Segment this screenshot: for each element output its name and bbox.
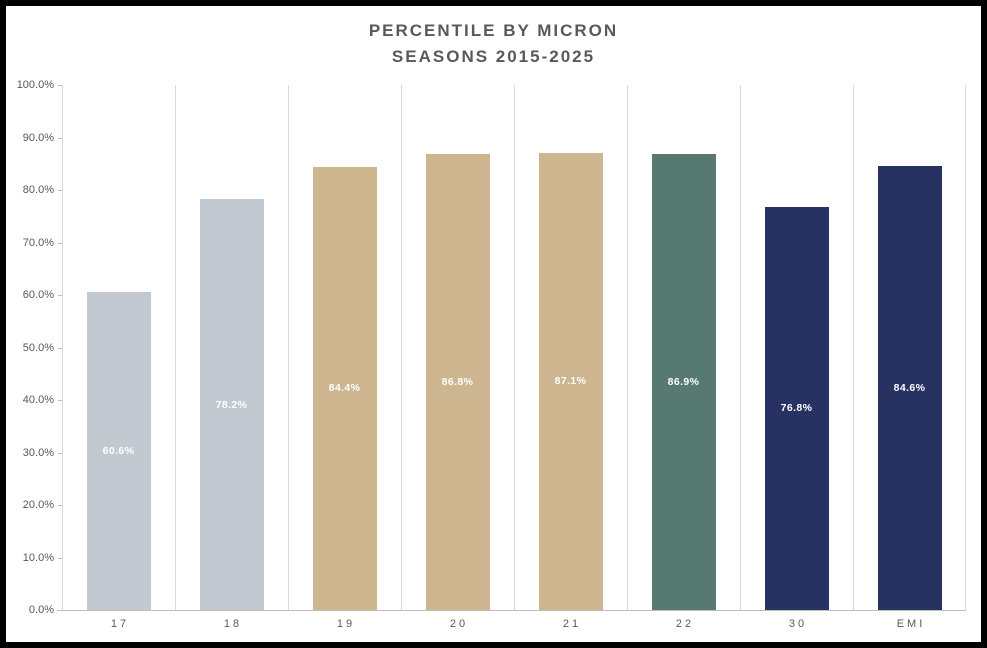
y-axis-tick-mark	[58, 610, 62, 611]
vertical-gridline	[514, 85, 515, 610]
bar-data-label: 87.1%	[554, 375, 587, 388]
y-axis-tick-label: 0.0%	[28, 604, 54, 616]
chart-title-line1: PERCENTILE BY MICRON	[368, 21, 619, 40]
vertical-gridline	[62, 85, 63, 610]
y-axis-tick-mark	[58, 347, 62, 349]
bar-data-label: 86.8%	[441, 376, 474, 389]
bar-data-label: 76.8%	[780, 402, 813, 415]
y-axis-tick-label: 80.0%	[22, 184, 54, 196]
x-axis-label-18: 18	[223, 618, 243, 630]
x-axis-line	[57, 610, 966, 611]
y-axis-tick-mark	[58, 190, 62, 191]
y-axis-tick-label: 70.0%	[22, 236, 54, 249]
vertical-gridline	[627, 85, 628, 610]
bar-data-label: 60.6%	[102, 444, 135, 457]
x-axis-label-emi: EMI	[896, 618, 926, 630]
y-axis-tick-label: 100.0%	[16, 79, 54, 91]
x-axis-label-21: 21	[562, 618, 582, 630]
bar-17[interactable]: 60.6%	[86, 291, 151, 610]
y-axis-tick-mark	[58, 400, 62, 401]
y-axis-tick-label: 30.0%	[22, 446, 54, 459]
x-axis-label-17: 17	[110, 618, 130, 630]
y-axis-tick-label: 40.0%	[22, 394, 54, 406]
y-axis-tick-mark	[58, 452, 62, 454]
bar-30[interactable]: 76.8%	[764, 206, 829, 610]
bar-19[interactable]: 84.4%	[312, 166, 377, 610]
vertical-gridline	[965, 85, 966, 610]
bar-data-label: 78.2%	[215, 398, 248, 411]
plot-area: 0.0% 10.0% 20.0% 30.0% 40.0% 50.0% 60.0% 70.0% 8…	[17, 79, 966, 630]
x-axis-label-22: 22	[675, 618, 695, 630]
bar-21[interactable]: 87.1%	[538, 152, 603, 610]
vertical-gridline	[288, 85, 289, 610]
bar-20[interactable]: 86.8%	[425, 154, 490, 610]
bar-data-label: 84.4%	[328, 382, 361, 395]
x-axis-label-19: 19	[336, 618, 356, 630]
vertical-gridline	[740, 85, 741, 610]
y-axis-tick-label: 60.0%	[22, 289, 54, 301]
y-axis-tick-mark	[58, 505, 62, 506]
y-axis-tick-mark	[58, 137, 62, 139]
vertical-gridline	[853, 85, 854, 610]
y-axis-tick-mark	[58, 242, 62, 244]
y-axis-tick-label: 50.0%	[22, 341, 54, 354]
x-axis-label-20: 20	[449, 618, 469, 630]
y-axis-tick-label: 90.0%	[22, 131, 54, 144]
bar-emi[interactable]: 84.6%	[877, 165, 942, 610]
bar-18[interactable]: 78.2%	[199, 199, 264, 610]
y-axis-tick-label: 20.0%	[22, 499, 54, 511]
chart-title: PERCENTILE BY MICRON SEASONS 2015-2025	[6, 18, 981, 70]
y-axis-tick-mark	[58, 295, 62, 296]
vertical-gridline	[401, 85, 402, 610]
y-axis-tick-label: 10.0%	[22, 551, 54, 564]
y-axis-tick-mark	[58, 85, 62, 86]
chart-title-line2: SEASONS 2015-2025	[391, 47, 596, 66]
bar-data-label: 84.6%	[893, 381, 926, 394]
x-axis-label-30: 30	[788, 618, 808, 630]
bar-data-label: 86.9%	[667, 375, 700, 388]
y-axis-tick-mark	[58, 557, 62, 559]
bar-22[interactable]: 86.9%	[651, 153, 716, 610]
vertical-gridline	[175, 85, 176, 610]
